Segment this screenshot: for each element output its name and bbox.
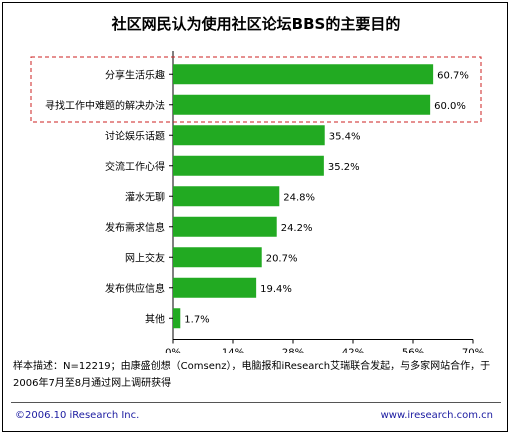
category-label: 寻找工作中难题的解决办法 (45, 99, 165, 112)
x-tick-label: 42% (342, 348, 364, 354)
chart-frame: 社区网民认为使用社区论坛BBS的主要目的 分享生活乐趣 60.7% 寻找工作中难题的… (2, 2, 508, 432)
category-label: 发布供应信息 (105, 282, 165, 295)
bar (173, 155, 324, 176)
value-label: 24.8% (283, 192, 315, 203)
category-label: 灌水无聊 (125, 190, 165, 203)
chart-title: 社区网民认为使用社区论坛BBS的主要目的 (111, 15, 401, 33)
value-label: 35.2% (328, 162, 360, 173)
bar (173, 186, 280, 207)
value-label: 60.0% (434, 101, 466, 112)
x-tick-label: 14% (222, 348, 244, 354)
value-label: 1.7% (184, 314, 209, 325)
website-text: www.iresearch.com.cn (380, 410, 493, 421)
value-label: 60.7% (437, 70, 469, 81)
x-tick-label: 56% (402, 348, 424, 354)
category-label: 讨论娱乐话题 (105, 129, 165, 142)
bar (173, 94, 431, 115)
x-tick-label: 28% (282, 348, 304, 354)
value-label: 35.4% (329, 131, 361, 142)
bar-chart: 分享生活乐趣 60.7% 寻找工作中难题的解决办法 60.0% 讨论娱乐话题 35.4% 交… (30, 51, 484, 354)
bar (173, 125, 325, 146)
bar (173, 308, 181, 329)
footer-divider (11, 402, 501, 403)
bar (173, 247, 262, 268)
bar (173, 64, 434, 85)
bar (173, 277, 257, 298)
x-tick-label: 0% (165, 348, 181, 354)
copyright-text: ©2006.10 iResearch Inc. (15, 410, 140, 421)
sample-note: 样本描述：N=12219；由康盛创想（Comsenz），电脑报和iResearc… (13, 361, 491, 389)
x-tick-label: 70% (462, 348, 484, 354)
value-label: 20.7% (266, 253, 298, 264)
bar (173, 216, 277, 237)
category-label: 交流工作心得 (105, 160, 165, 173)
category-label: 网上交友 (125, 251, 165, 264)
highlight-box (30, 56, 482, 123)
value-label: 24.2% (281, 223, 313, 234)
value-label: 19.4% (260, 284, 292, 295)
category-label: 分享生活乐趣 (105, 68, 165, 81)
category-label: 其他 (145, 312, 165, 325)
category-label: 发布需求信息 (105, 221, 165, 234)
